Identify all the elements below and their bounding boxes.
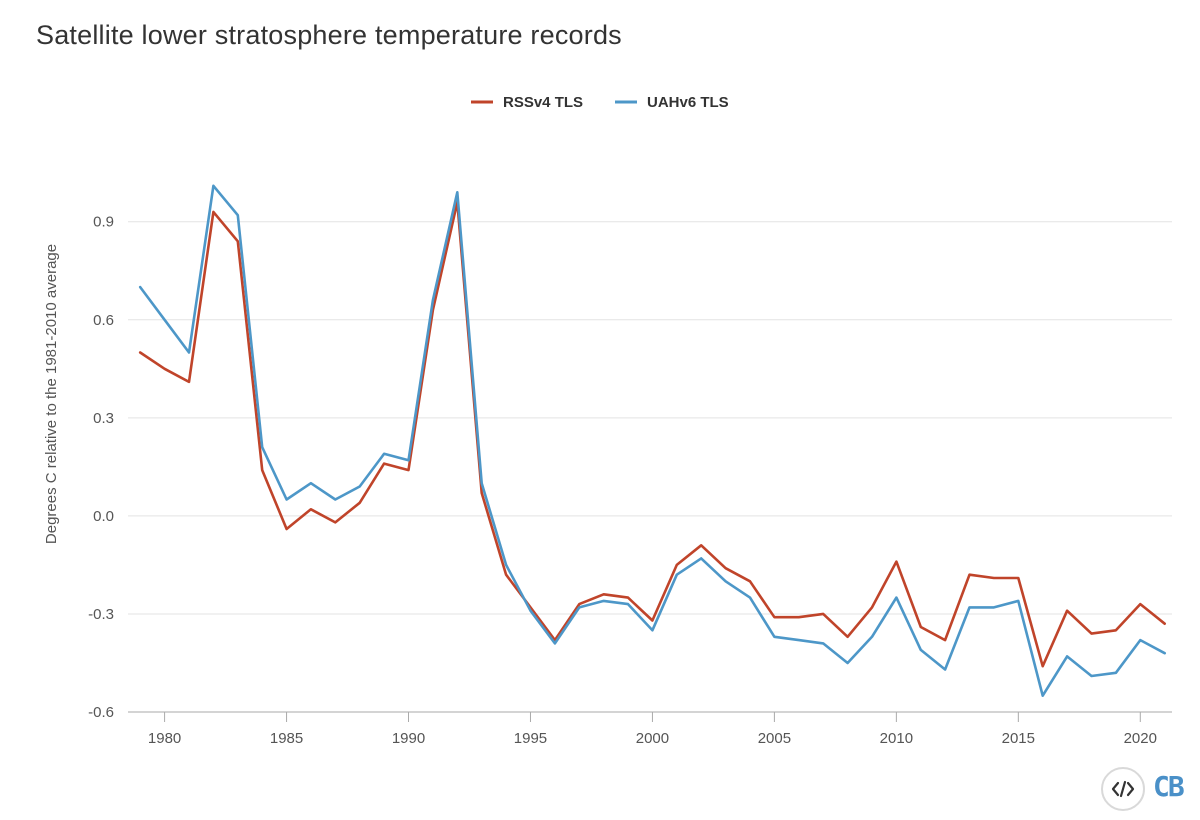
y-tick-label: 0.3 bbox=[93, 410, 114, 427]
series-lines bbox=[138, 184, 1166, 698]
x-tick-label: 1985 bbox=[270, 730, 303, 747]
x-tick-label: 2000 bbox=[636, 730, 669, 747]
y-axis-label: Degrees C relative to the 1981-2010 aver… bbox=[43, 244, 60, 544]
series-line-uahv6 bbox=[138, 184, 1166, 698]
code-brackets-icon bbox=[1111, 780, 1135, 798]
x-tick-label: 2005 bbox=[758, 730, 791, 747]
code-embed-button[interactable] bbox=[1101, 767, 1145, 811]
x-tick-label: 1980 bbox=[148, 730, 181, 747]
gridlines bbox=[128, 221, 1172, 713]
x-tick-label: 2020 bbox=[1124, 730, 1157, 747]
x-tick-label: 1995 bbox=[514, 730, 547, 747]
chart-title: Satellite lower stratosphere temperature… bbox=[36, 20, 622, 50]
y-tick-label: 0.6 bbox=[93, 312, 114, 329]
y-tick-label: 0.0 bbox=[93, 508, 114, 525]
y-tick-label: -0.6 bbox=[88, 704, 114, 721]
x-tick-label: 1990 bbox=[392, 730, 425, 747]
series-line-rssv4 bbox=[138, 200, 1166, 668]
axes: -0.6 -0.3 0.0 0.3 0.6 0.9 1980 1985 1990 1995 2000… bbox=[88, 214, 1172, 747]
carbon-brief-logo: CB bbox=[1153, 770, 1185, 803]
legend-label: RSSv4 TLS bbox=[503, 94, 583, 111]
x-tick-label: 2015 bbox=[1002, 730, 1035, 747]
legend-label: UAHv6 TLS bbox=[647, 94, 729, 111]
y-tick-label: -0.3 bbox=[88, 606, 114, 623]
legend: RSSv4 TLS UAHv6 TLS bbox=[471, 94, 729, 111]
x-tick-label: 2010 bbox=[880, 730, 913, 747]
y-tick-label: 0.9 bbox=[93, 214, 114, 231]
